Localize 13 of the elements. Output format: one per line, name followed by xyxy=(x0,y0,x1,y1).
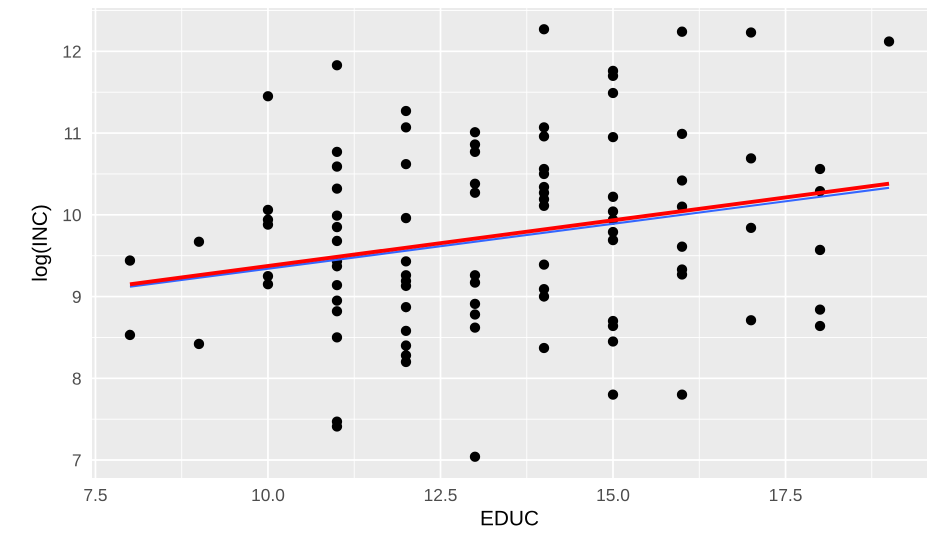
x-axis-title: EDUC xyxy=(482,510,538,526)
y-tick-label: 11 xyxy=(64,127,81,140)
y-axis-title: log(INC) xyxy=(32,206,52,280)
x-tick-label: 12.5 xyxy=(424,488,457,502)
y-tick-label: 10 xyxy=(64,208,81,222)
y-tick-label: 12 xyxy=(64,45,81,58)
y-tick-label: 8 xyxy=(72,372,81,385)
y-tick-label: 9 xyxy=(72,290,81,303)
x-tick-label: 17.5 xyxy=(770,489,802,502)
x-tick-label: 15.0 xyxy=(597,488,630,502)
x-tick-label: 10.0 xyxy=(252,488,284,502)
y-tick-label: 7 xyxy=(72,454,81,466)
x-tick-label: 7.5 xyxy=(84,489,107,502)
